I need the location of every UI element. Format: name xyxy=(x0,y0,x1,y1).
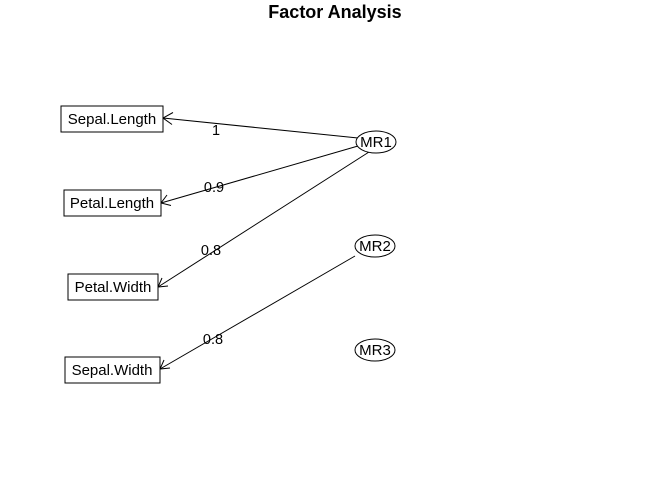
loading-edge-mr2-sepal-width xyxy=(159,255,356,370)
loading-label: 0.8 xyxy=(203,332,223,348)
factor-node-mr3: MR3 xyxy=(354,338,396,362)
variable-box-petal-length: Petal.Length xyxy=(63,189,162,217)
loading-label: 1 xyxy=(212,123,220,139)
factor-node-mr1: MR1 xyxy=(355,130,397,154)
loading-edge-mr1-petal-length xyxy=(160,145,359,204)
loading-label: 0.8 xyxy=(201,243,221,259)
factor-label: MR2 xyxy=(359,238,391,255)
variable-label: Petal.Width xyxy=(75,279,152,296)
loading-edge-mr1-petal-width xyxy=(157,151,370,288)
diagram-title: Factor Analysis xyxy=(268,2,401,22)
variable-box-sepal-length: Sepal.Length xyxy=(60,105,164,133)
variable-box-petal-width: Petal.Width xyxy=(67,273,159,301)
variable-label: Sepal.Width xyxy=(72,362,153,379)
variable-label: Sepal.Length xyxy=(68,111,156,128)
factor-label: MR1 xyxy=(360,134,392,151)
variable-box-sepal-width: Sepal.Width xyxy=(64,356,161,384)
factor-label: MR3 xyxy=(359,342,391,359)
loading-edge-mr1-sepal-length xyxy=(162,117,359,139)
factor-node-mr2: MR2 xyxy=(354,234,396,258)
variable-label: Petal.Length xyxy=(70,195,154,212)
loading-label: 0.9 xyxy=(204,180,224,196)
